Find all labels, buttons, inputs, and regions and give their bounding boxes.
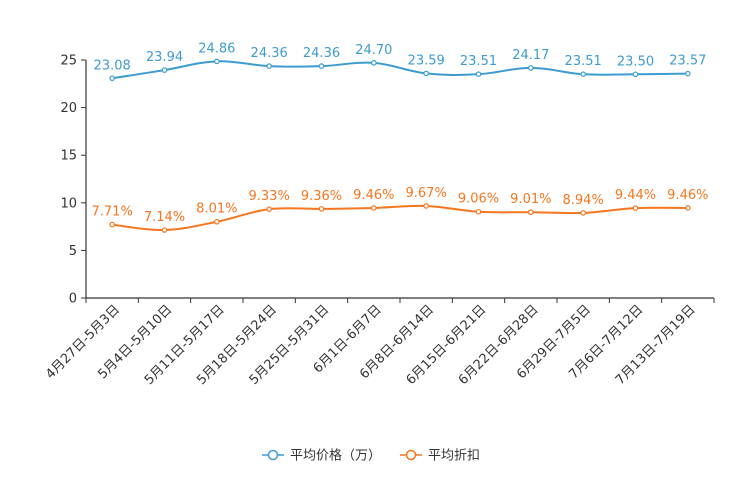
data-point[interactable] xyxy=(214,58,220,65)
data-point[interactable] xyxy=(528,65,534,71)
series-line xyxy=(112,204,688,232)
data-point[interactable] xyxy=(475,71,482,77)
data-point[interactable] xyxy=(318,63,325,69)
legend-item-2[interactable]: 平均折扣 xyxy=(400,449,480,464)
data-point[interactable] xyxy=(371,205,377,211)
axes xyxy=(85,60,714,299)
data-label: 23.57 xyxy=(669,54,706,69)
data-label: 23.59 xyxy=(408,53,445,68)
data-point[interactable] xyxy=(423,203,429,209)
data-label: 24.36 xyxy=(303,46,340,61)
data-point[interactable] xyxy=(214,218,220,225)
data-point[interactable] xyxy=(580,71,586,77)
series-1: 23.08 23.94 24.86 24.36 24.36 24.70 23.59 23.51… xyxy=(94,41,706,82)
y-axis-ticks: 0 5 10 15 20 25 xyxy=(60,54,86,307)
data-point[interactable] xyxy=(109,221,115,228)
y-tick-label: 0 xyxy=(69,292,77,307)
data-point[interactable] xyxy=(685,205,691,211)
data-point[interactable] xyxy=(423,70,429,77)
data-label: 9.46% xyxy=(353,188,394,203)
data-label: 24.36 xyxy=(251,46,288,61)
data-label: 23.94 xyxy=(146,50,183,65)
series-line xyxy=(112,60,688,80)
data-label: 9.67% xyxy=(406,186,447,201)
legend-label: 平均折扣 xyxy=(428,449,480,464)
legend-marker-icon xyxy=(267,449,279,461)
data-label: 9.44% xyxy=(615,188,656,203)
data-point[interactable] xyxy=(109,75,115,82)
data-point[interactable] xyxy=(161,227,168,233)
data-point[interactable] xyxy=(371,60,377,66)
data-point[interactable] xyxy=(266,63,272,69)
series-2: 7.71% 7.14% 8.01% 9.33% 9.36% 9.46% 9.67% 9.06%… xyxy=(92,186,708,233)
data-label: 24.86 xyxy=(198,41,235,56)
series-layer: 23.08 23.94 24.86 24.36 24.36 24.70 23.59 23.51… xyxy=(92,41,708,233)
legend-marker-icon xyxy=(405,449,417,461)
data-label: 9.46% xyxy=(667,188,708,203)
data-point[interactable] xyxy=(632,205,639,211)
data-point[interactable] xyxy=(318,206,325,212)
data-label: 23.51 xyxy=(460,54,497,69)
data-point[interactable] xyxy=(475,208,482,215)
data-point[interactable] xyxy=(266,206,272,212)
data-label: 23.08 xyxy=(94,58,131,73)
y-tick-label: 15 xyxy=(60,149,77,164)
data-label: 24.17 xyxy=(512,48,549,63)
data-label: 9.36% xyxy=(301,189,342,204)
data-label: 8.01% xyxy=(196,202,237,217)
data-point[interactable] xyxy=(580,210,586,216)
data-label: 23.50 xyxy=(617,54,654,69)
legend-item-1[interactable]: 平均价格（万） xyxy=(262,448,381,464)
legend-label: 平均价格（万） xyxy=(290,448,381,464)
y-tick-label: 5 xyxy=(69,244,77,259)
data-point[interactable] xyxy=(528,209,534,216)
data-label: 7.71% xyxy=(92,205,133,220)
x-axis-ticks: 4月27日-5月3日5月4日-5月10日5月11日-5月17日5月18日-5月2… xyxy=(43,298,715,388)
data-point[interactable] xyxy=(161,67,168,73)
data-label: 9.06% xyxy=(458,192,499,207)
y-tick-label: 25 xyxy=(60,54,77,69)
data-label: 9.01% xyxy=(510,192,551,207)
data-point[interactable] xyxy=(632,71,639,78)
data-label: 24.70 xyxy=(355,43,392,58)
y-tick-label: 20 xyxy=(60,101,77,116)
data-label: 7.14% xyxy=(144,210,185,225)
data-label: 8.94% xyxy=(563,193,604,208)
legend[interactable]: 平均价格（万） 平均折扣 xyxy=(262,448,480,464)
data-point[interactable] xyxy=(685,70,691,77)
data-label: 23.51 xyxy=(565,54,602,69)
y-tick-label: 10 xyxy=(60,196,77,211)
data-label: 9.33% xyxy=(249,189,290,204)
